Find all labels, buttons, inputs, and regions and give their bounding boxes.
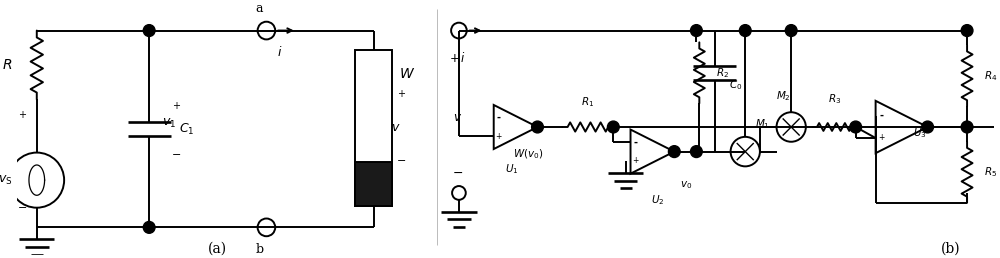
Text: $v$: $v$ xyxy=(391,122,400,134)
Text: $M_1$: $M_1$ xyxy=(755,117,770,131)
Circle shape xyxy=(961,25,973,36)
Text: $-$: $-$ xyxy=(396,154,406,164)
Text: (a): (a) xyxy=(208,242,227,256)
Circle shape xyxy=(739,25,751,36)
Text: $-$: $-$ xyxy=(171,148,182,158)
Text: $U_1$: $U_1$ xyxy=(505,163,518,176)
Text: $U_2$: $U_2$ xyxy=(651,193,664,207)
Text: $R_4$: $R_4$ xyxy=(984,69,997,83)
Text: $-$: $-$ xyxy=(17,201,27,211)
Text: $U_3$: $U_3$ xyxy=(913,126,927,140)
Text: b: b xyxy=(256,243,264,255)
Text: $W(v_0)$: $W(v_0)$ xyxy=(513,148,543,161)
Text: (b): (b) xyxy=(941,242,960,256)
Text: $+$: $+$ xyxy=(172,100,181,111)
Text: $C_0$: $C_0$ xyxy=(729,78,742,92)
Text: -: - xyxy=(633,137,637,147)
Circle shape xyxy=(143,25,155,36)
Text: a: a xyxy=(256,2,263,15)
Text: $-$: $-$ xyxy=(452,166,464,179)
Text: $+\,i$: $+\,i$ xyxy=(449,51,466,65)
Text: $C_1$: $C_1$ xyxy=(179,122,194,136)
Text: $R$: $R$ xyxy=(2,58,13,72)
Text: $R_5$: $R_5$ xyxy=(984,165,997,179)
Circle shape xyxy=(850,121,862,133)
Text: $R_1$: $R_1$ xyxy=(581,95,595,109)
Text: +: + xyxy=(878,133,884,142)
Text: $R_3$: $R_3$ xyxy=(828,93,841,106)
Text: -: - xyxy=(496,113,500,123)
Bar xyxy=(355,162,392,206)
Circle shape xyxy=(143,221,155,233)
Text: $+$: $+$ xyxy=(18,109,27,120)
Circle shape xyxy=(785,25,797,36)
Text: $v_\mathrm{S}$: $v_\mathrm{S}$ xyxy=(0,174,13,187)
Circle shape xyxy=(668,146,680,157)
Text: -: - xyxy=(879,111,883,121)
Circle shape xyxy=(691,146,702,157)
Bar xyxy=(355,50,392,206)
Text: $v_1$: $v_1$ xyxy=(162,117,176,130)
Circle shape xyxy=(532,121,543,133)
Text: $+$: $+$ xyxy=(397,88,406,99)
Circle shape xyxy=(961,121,973,133)
Circle shape xyxy=(691,25,702,36)
Text: $v$: $v$ xyxy=(453,111,462,124)
Text: $R_2$: $R_2$ xyxy=(716,66,729,80)
Text: +: + xyxy=(495,132,502,141)
Text: $v_0$: $v_0$ xyxy=(680,179,692,191)
Text: $M_2$: $M_2$ xyxy=(776,90,791,103)
Circle shape xyxy=(607,121,619,133)
Circle shape xyxy=(922,121,933,133)
Text: $i$: $i$ xyxy=(277,45,283,59)
Text: $W$: $W$ xyxy=(399,67,415,80)
Text: +: + xyxy=(632,156,638,165)
